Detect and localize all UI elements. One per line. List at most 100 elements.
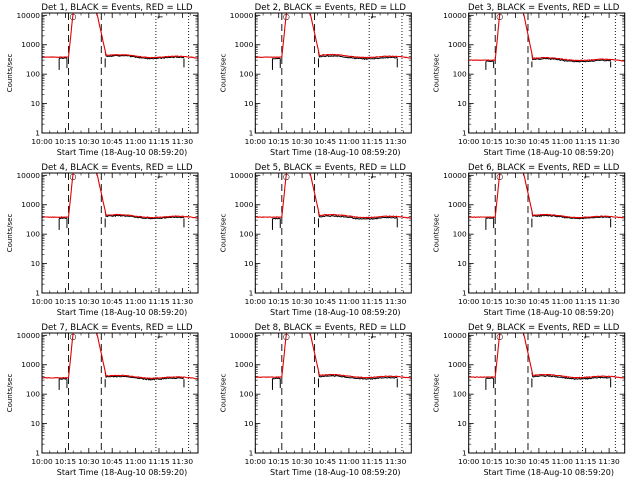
panel-title: Det 9, BLACK = Events, RED = LLD bbox=[468, 323, 620, 333]
panel-det-7: Det 7, BLACK = Events, RED = LLD Counts/s… bbox=[6, 323, 199, 477]
marker-glyph: ⌐ bbox=[157, 333, 164, 342]
x-tick-label: 10:15 bbox=[55, 137, 77, 146]
y-tick-label: 10 bbox=[244, 259, 254, 268]
lld-series bbox=[42, 173, 198, 219]
x-tick-label: 10:30 bbox=[291, 297, 313, 306]
x-tick-label: 10:45 bbox=[528, 297, 550, 306]
events-series bbox=[272, 377, 281, 380]
x-tick-label: 10:45 bbox=[102, 137, 124, 146]
events-series bbox=[104, 372, 185, 381]
x-tick-label: 11:30 bbox=[172, 137, 194, 146]
x-tick-label: 10:45 bbox=[528, 137, 550, 146]
events-series bbox=[104, 51, 184, 60]
x-tick-label: 10:00 bbox=[31, 457, 53, 466]
y-tick-label: 10000 bbox=[16, 11, 40, 20]
x-tick-label: 10:00 bbox=[245, 137, 267, 146]
x-tick-label: 11:15 bbox=[362, 297, 384, 306]
panel-det-3: Det 3, BLACK = Events, RED = LLD Counts/s… bbox=[433, 3, 626, 157]
y-tick-label: 10 bbox=[244, 419, 254, 428]
y-tick-label: 1 bbox=[462, 449, 467, 458]
panel-title: Det 1, BLACK = Events, RED = LLD bbox=[41, 3, 193, 13]
y-tick-label: 1000 bbox=[448, 40, 467, 49]
x-tick-label: 10:30 bbox=[505, 457, 527, 466]
x-tick-label: 11:15 bbox=[148, 137, 170, 146]
y-tick-label: 100 bbox=[26, 230, 40, 239]
x-axis-label: Start Time (18-Aug-10 08:59:20) bbox=[57, 468, 188, 477]
x-tick-label: 11:00 bbox=[338, 137, 360, 146]
x-tick-label: 10:00 bbox=[31, 137, 53, 146]
y-tick-label: 10000 bbox=[230, 171, 254, 180]
panel-title: Det 2, BLACK = Events, RED = LLD bbox=[255, 3, 407, 13]
x-axis-label: Start Time (18-Aug-10 08:59:20) bbox=[270, 148, 401, 157]
y-axis-label: Counts/sec bbox=[6, 54, 14, 93]
y-axis-label: Counts/sec bbox=[433, 374, 441, 413]
y-tick-label: 10000 bbox=[16, 171, 40, 180]
x-tick-label: 10:45 bbox=[315, 137, 337, 146]
y-tick-label: 100 bbox=[239, 390, 253, 399]
y-tick-label: 10 bbox=[31, 99, 41, 108]
events-series bbox=[58, 377, 67, 380]
events-series bbox=[531, 54, 612, 63]
panel-title: Det 8, BLACK = Events, RED = LLD bbox=[255, 323, 407, 333]
y-tick-label: 10000 bbox=[230, 11, 254, 20]
y-tick-label: 1000 bbox=[448, 200, 467, 209]
y-axis-label: Counts/sec bbox=[6, 374, 14, 413]
x-tick-label: 11:30 bbox=[385, 137, 407, 146]
x-tick-label: 10:30 bbox=[505, 297, 527, 306]
plot-frame bbox=[468, 172, 626, 294]
y-tick-label: 100 bbox=[453, 70, 467, 79]
y-tick-label: 1000 bbox=[21, 40, 40, 49]
events-series bbox=[531, 372, 611, 381]
marker-glyph: ⌐ bbox=[370, 13, 377, 22]
plot-frame bbox=[468, 332, 626, 454]
y-tick-label: 10 bbox=[457, 419, 467, 428]
y-tick-label: 10000 bbox=[443, 11, 467, 20]
x-tick-label: 11:30 bbox=[385, 297, 407, 306]
y-tick-label: 1000 bbox=[234, 200, 253, 209]
plot-frame bbox=[41, 332, 199, 454]
y-tick-label: 1 bbox=[35, 129, 40, 138]
x-tick-label: 11:00 bbox=[552, 457, 574, 466]
y-tick-label: 100 bbox=[26, 70, 40, 79]
panel-det-1: Det 1, BLACK = Events, RED = LLD Counts/s… bbox=[6, 3, 199, 157]
x-tick-label: 11:30 bbox=[598, 457, 620, 466]
events-series bbox=[104, 211, 185, 220]
x-tick-label: 10:45 bbox=[315, 297, 337, 306]
events-series bbox=[272, 217, 281, 220]
y-axis-label: Counts/sec bbox=[433, 214, 441, 253]
x-tick-label: 10:00 bbox=[458, 457, 480, 466]
events-series bbox=[58, 57, 68, 59]
x-tick-label: 10:30 bbox=[78, 297, 100, 306]
x-tick-label: 10:45 bbox=[315, 457, 337, 466]
lld-series bbox=[255, 333, 412, 379]
x-tick-label: 11:15 bbox=[362, 457, 384, 466]
panel-det-6: Det 6, BLACK = Events, RED = LLD Counts/s… bbox=[433, 163, 626, 317]
panel-det-2: Det 2, BLACK = Events, RED = LLD Counts/s… bbox=[219, 3, 412, 157]
x-tick-label: 10:00 bbox=[245, 297, 267, 306]
events-series bbox=[59, 217, 68, 220]
x-tick-label: 10:45 bbox=[102, 457, 124, 466]
y-axis-label: Counts/sec bbox=[219, 374, 227, 413]
lld-series bbox=[255, 13, 412, 59]
x-tick-label: 11:30 bbox=[598, 297, 620, 306]
y-tick-label: 1000 bbox=[234, 40, 253, 49]
y-tick-label: 10000 bbox=[230, 331, 254, 340]
lld-series bbox=[468, 173, 625, 219]
y-tick-label: 10 bbox=[31, 259, 41, 268]
y-tick-label: 10000 bbox=[443, 331, 467, 340]
y-axis-label: Counts/sec bbox=[219, 214, 227, 253]
x-tick-label: 10:15 bbox=[268, 457, 290, 466]
x-tick-label: 11:30 bbox=[598, 137, 620, 146]
events-series bbox=[485, 60, 494, 62]
y-tick-label: 1000 bbox=[234, 360, 253, 369]
y-tick-label: 100 bbox=[453, 230, 467, 239]
y-tick-label: 10 bbox=[31, 419, 41, 428]
x-tick-label: 10:45 bbox=[102, 297, 124, 306]
panel-det-4: Det 4, BLACK = Events, RED = LLD Counts/s… bbox=[6, 163, 199, 317]
y-tick-label: 100 bbox=[26, 390, 40, 399]
panel-title: Det 6, BLACK = Events, RED = LLD bbox=[468, 163, 620, 173]
x-tick-label: 11:30 bbox=[385, 457, 407, 466]
plot-frame bbox=[468, 12, 626, 134]
panel-title: Det 7, BLACK = Events, RED = LLD bbox=[41, 323, 193, 333]
x-tick-label: 11:15 bbox=[575, 457, 597, 466]
